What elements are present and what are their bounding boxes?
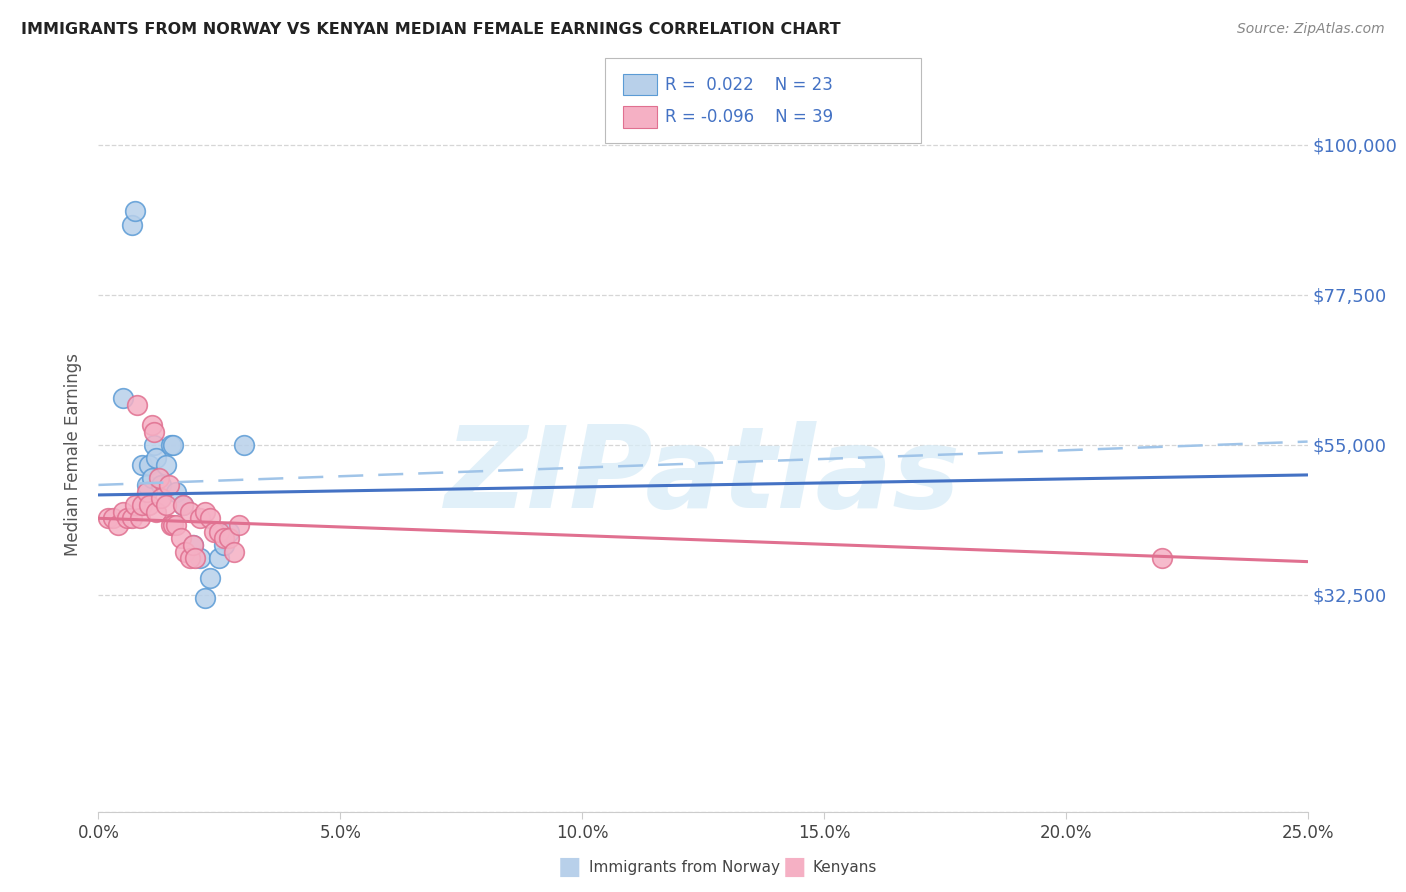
Point bbox=[111, 391, 134, 405]
Point bbox=[169, 531, 191, 545]
Point bbox=[208, 551, 231, 566]
Point bbox=[131, 498, 153, 512]
Point bbox=[172, 498, 194, 512]
Point bbox=[162, 438, 184, 452]
Point bbox=[155, 498, 177, 512]
Point bbox=[232, 438, 254, 452]
Point bbox=[174, 544, 197, 558]
Point bbox=[218, 531, 240, 545]
Point bbox=[188, 511, 211, 525]
Y-axis label: Median Female Earnings: Median Female Earnings bbox=[65, 353, 83, 557]
Point bbox=[148, 471, 170, 485]
Point bbox=[124, 498, 146, 512]
Point bbox=[97, 511, 120, 525]
Point bbox=[181, 538, 204, 552]
Text: IMMIGRANTS FROM NORWAY VS KENYAN MEDIAN FEMALE EARNINGS CORRELATION CHART: IMMIGRANTS FROM NORWAY VS KENYAN MEDIAN … bbox=[21, 22, 841, 37]
Point bbox=[141, 471, 163, 485]
Point bbox=[157, 478, 180, 492]
Point bbox=[181, 538, 204, 552]
Text: ■: ■ bbox=[783, 855, 806, 879]
Text: R = -0.096    N = 39: R = -0.096 N = 39 bbox=[665, 108, 834, 126]
Point bbox=[155, 458, 177, 472]
Point bbox=[208, 524, 231, 539]
Text: Kenyans: Kenyans bbox=[813, 860, 877, 874]
Point bbox=[179, 551, 201, 566]
Text: Source: ZipAtlas.com: Source: ZipAtlas.com bbox=[1237, 22, 1385, 37]
Point bbox=[188, 551, 211, 566]
Point bbox=[150, 491, 173, 506]
Point bbox=[179, 505, 201, 519]
Point bbox=[138, 498, 160, 512]
Point bbox=[117, 511, 139, 525]
Point bbox=[135, 484, 157, 499]
Point bbox=[141, 417, 163, 432]
Point bbox=[212, 531, 235, 545]
Point bbox=[111, 505, 134, 519]
Point bbox=[160, 518, 183, 533]
Point bbox=[143, 425, 166, 439]
Point bbox=[198, 511, 221, 525]
Point bbox=[121, 218, 143, 232]
Point bbox=[212, 538, 235, 552]
Point bbox=[131, 458, 153, 472]
Point bbox=[127, 398, 149, 412]
Point bbox=[162, 518, 184, 533]
Point bbox=[165, 484, 187, 499]
Point bbox=[145, 451, 167, 466]
Text: ■: ■ bbox=[558, 855, 581, 879]
Point bbox=[184, 551, 207, 566]
Point bbox=[160, 438, 183, 452]
Point bbox=[1152, 551, 1174, 566]
Point bbox=[138, 458, 160, 472]
Point bbox=[124, 204, 146, 219]
Text: Immigrants from Norway: Immigrants from Norway bbox=[589, 860, 780, 874]
Point bbox=[222, 544, 245, 558]
Point bbox=[101, 511, 124, 525]
Point bbox=[107, 518, 129, 533]
Point bbox=[150, 478, 173, 492]
Text: R =  0.022    N = 23: R = 0.022 N = 23 bbox=[665, 76, 832, 94]
Point bbox=[194, 505, 217, 519]
Point bbox=[228, 518, 250, 533]
Point bbox=[135, 478, 157, 492]
Point bbox=[204, 524, 226, 539]
Text: ZIPatlas: ZIPatlas bbox=[444, 421, 962, 532]
Point bbox=[143, 438, 166, 452]
Point bbox=[121, 511, 143, 525]
Point bbox=[145, 505, 167, 519]
Point bbox=[194, 591, 217, 606]
Point bbox=[198, 571, 221, 585]
Point bbox=[128, 511, 150, 525]
Point bbox=[172, 498, 194, 512]
Point bbox=[165, 518, 187, 533]
Point bbox=[218, 524, 240, 539]
